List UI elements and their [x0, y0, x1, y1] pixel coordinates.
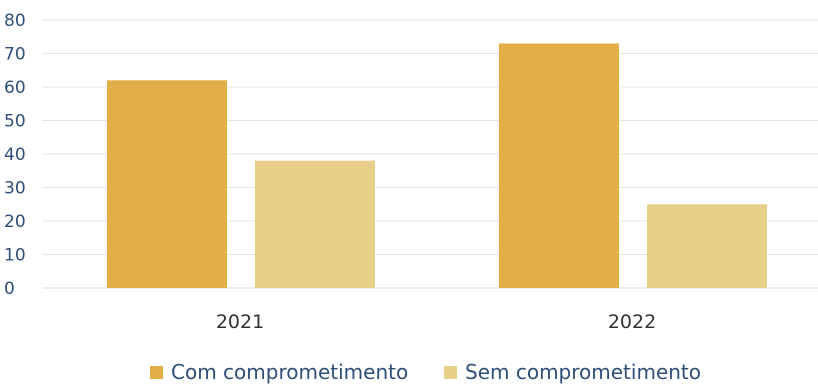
category-label-2021: 2021: [216, 311, 264, 333]
legend-label-1: Com comprometimento: [171, 360, 408, 384]
bar-2022-series-1: [499, 43, 619, 289]
y-tick-label-0: 0: [4, 279, 15, 299]
category-label-2022: 2022: [608, 311, 656, 333]
bar-2022-series-2: [647, 204, 767, 288]
y-tick-label-70: 70: [4, 45, 26, 65]
y-tick-label-30: 30: [4, 179, 26, 199]
legend: Com comprometimento Sem comprometimento: [150, 360, 701, 384]
y-axis: 0 10 20 30 40 50 60 70 80: [4, 11, 26, 299]
bar-2021-series-1: [107, 80, 227, 288]
legend-item-2: Sem comprometimento: [444, 360, 701, 384]
y-tick-label-10: 10: [4, 246, 26, 266]
y-tick-label-80: 80: [4, 11, 26, 31]
bar-2021-series-2: [255, 160, 375, 288]
bars: [107, 43, 767, 289]
y-tick-label-60: 60: [4, 78, 26, 98]
y-tick-label-20: 20: [4, 212, 26, 232]
legend-label-2: Sem comprometimento: [465, 360, 701, 384]
legend-item-1: Com comprometimento: [150, 360, 408, 384]
y-tick-label-50: 50: [4, 112, 26, 132]
legend-swatch-1: [150, 366, 163, 379]
legend-swatch-2: [444, 366, 457, 379]
y-tick-label-40: 40: [4, 145, 26, 165]
x-axis: 2021 2022: [216, 311, 656, 333]
